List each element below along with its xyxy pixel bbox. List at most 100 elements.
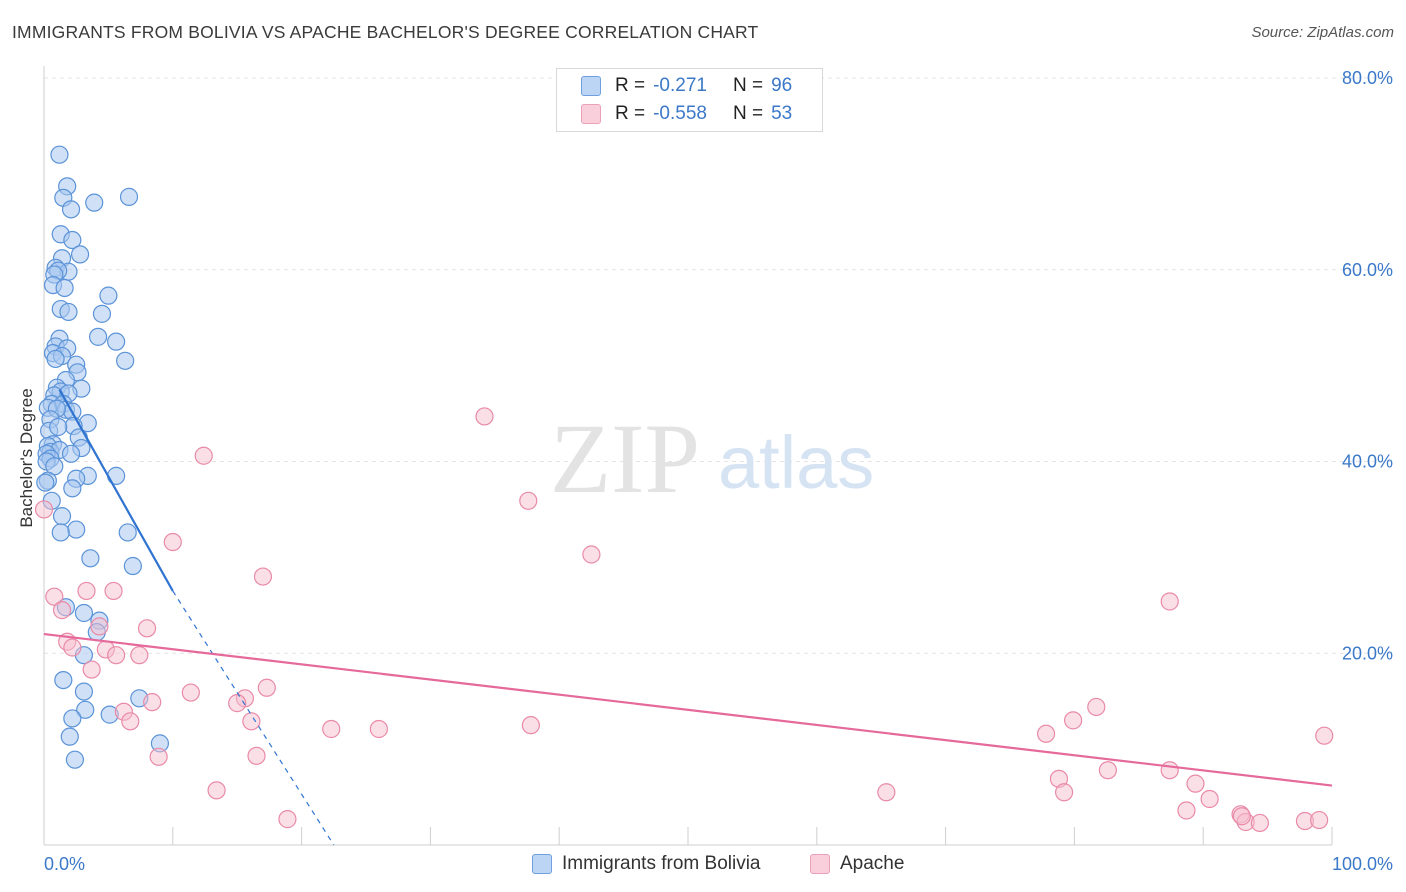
data-point-bolivia [61,200,81,219]
data-point-apache [247,746,266,765]
data-point-bolivia [63,230,82,250]
series-immigrants-from-bolivia [36,145,170,769]
data-point-bolivia [50,145,69,164]
data-point-apache [369,719,388,739]
data-point-apache [278,810,297,829]
data-point-bolivia [119,187,139,206]
data-point-apache [149,747,168,766]
data-point-apache [104,581,123,601]
data-point-apache [1250,813,1269,833]
legend-n-label: N = [732,103,764,124]
data-point-bolivia [46,349,65,369]
data-point-apache [194,446,213,465]
series-apache [34,407,1334,833]
bottom-legend-swatch-pink [810,854,830,874]
data-point-apache [181,683,200,702]
legend-r-value: -0.271 [653,75,707,96]
data-point-apache [1315,726,1334,745]
data-point-bolivia [55,278,74,298]
data-point-bolivia [59,302,78,322]
data-point-apache [90,617,109,636]
data-point-apache [521,716,540,735]
correlation-legend: R = -0.271 N = 96 R = -0.558 N = 53 [556,68,823,132]
data-point-apache [163,532,182,552]
data-point-apache [63,638,82,657]
data-point-apache [1200,789,1219,809]
trend-line-apache [43,632,1333,787]
data-point-apache [82,660,101,679]
data-point-apache [107,646,126,665]
chart-title: IMMIGRANTS FROM BOLIVIA VS APACHE BACHEL… [12,22,759,42]
data-point-bolivia [107,332,126,351]
y-tick-label: 80.0% [1342,68,1393,88]
data-point-apache [1310,810,1329,830]
chart-source: Source: ZipAtlas.com [1251,24,1394,41]
data-point-apache [1232,807,1251,826]
data-point-apache [1186,774,1205,793]
legend-swatch-blue [581,76,601,96]
data-point-bolivia [92,304,112,323]
y-axis-label: Bachelor's Degree [17,388,36,527]
data-point-apache [877,783,896,802]
bottom-legend-label-bolivia: Immigrants from Bolivia [562,853,761,874]
data-point-apache [475,407,494,426]
data-point-apache [242,712,261,731]
trend-line-bolivia [58,389,174,592]
data-point-apache [1036,724,1056,743]
data-point-apache [322,719,341,739]
data-point-bolivia [36,473,55,492]
data-point-bolivia [54,670,73,690]
watermark: ZIP atlas [550,403,874,514]
data-point-bolivia [67,520,86,539]
data-point-apache [77,581,96,601]
y-tick-label: 60.0% [1342,260,1393,280]
data-point-apache [52,601,72,620]
data-point-bolivia [88,327,108,346]
bottom-legend-apache: Apache [810,850,904,878]
data-point-apache [257,678,276,697]
data-point-apache [1087,697,1106,717]
data-point-apache [121,712,140,731]
legend-r-value: -0.558 [653,103,707,124]
x-tick-label-min: 0.0% [44,854,85,874]
data-point-apache [519,491,538,510]
data-point-apache [253,567,273,586]
data-point-bolivia [99,286,118,305]
bottom-legend-label-apache: Apache [840,853,905,874]
data-point-bolivia [52,507,72,526]
data-point-bolivia [65,750,85,769]
x-tick-label-max: 100.0% [1332,854,1393,874]
data-point-bolivia [51,523,70,542]
legend-r-label: R = [615,103,646,124]
data-point-bolivia [76,700,95,719]
data-point-apache [1177,801,1196,820]
data-point-apache [1160,592,1179,611]
data-point-apache [143,693,162,712]
y-tick-label: 40.0% [1342,452,1393,472]
legend-row-bolivia: R = -0.271 N = 96 [581,73,792,99]
data-point-bolivia [70,245,90,264]
watermark-zip: ZIP [550,403,700,514]
data-point-apache [1098,761,1117,780]
watermark-atlas: atlas [718,421,874,504]
legend-r-label: R = [615,75,646,96]
data-point-bolivia [74,682,94,701]
data-point-apache [1160,761,1179,780]
legend-n-label: N = [732,75,764,96]
legend-n-value: 96 [771,75,793,96]
bottom-legend-swatch-blue [532,854,552,874]
legend-n-value: 53 [771,103,793,124]
y-tick-label: 20.0% [1342,643,1393,663]
data-point-bolivia [118,523,137,542]
data-point-bolivia [60,727,79,746]
data-point-bolivia [49,417,68,437]
data-point-bolivia [61,444,81,463]
data-point-bolivia [74,603,94,623]
legend-row-apache: R = -0.558 N = 53 [581,101,792,127]
trend-line-bolivia-extension [172,590,335,846]
data-point-apache [1054,783,1074,802]
data-point-bolivia [81,549,100,568]
data-point-apache [45,587,64,606]
data-point-bolivia [63,479,82,498]
